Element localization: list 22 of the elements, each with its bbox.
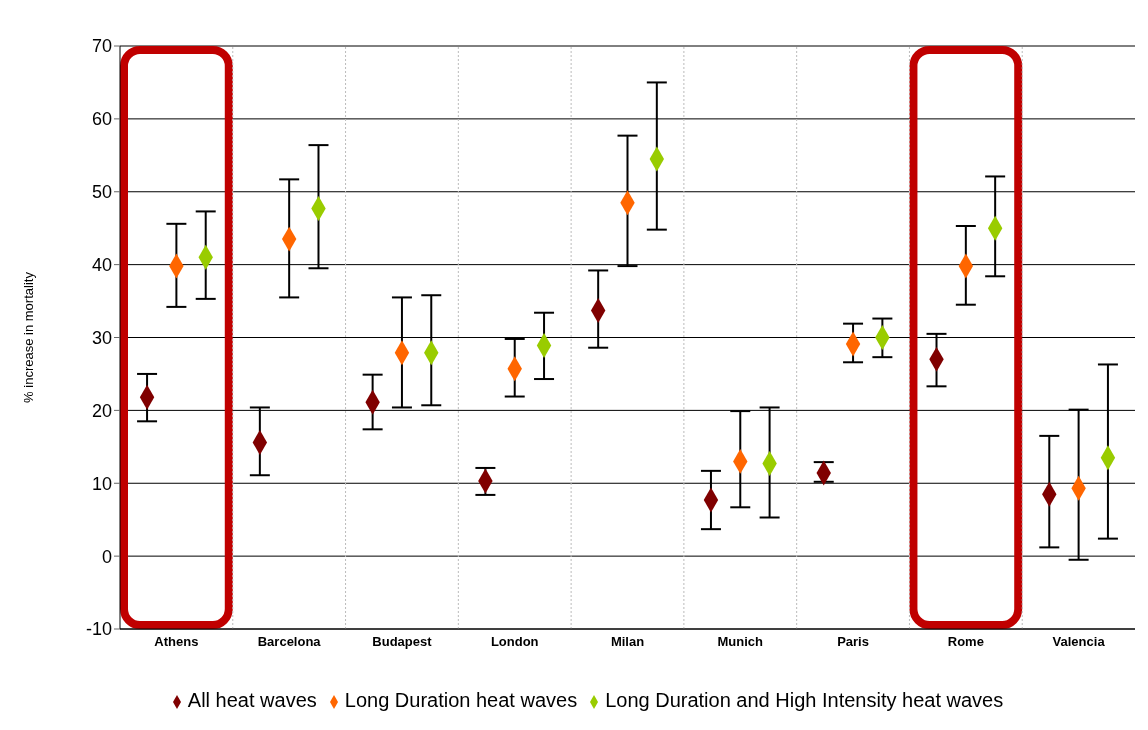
y-tick-label: -10	[85, 619, 112, 640]
y-tick-label: 20	[91, 400, 112, 421]
x-tick-label: Rome	[947, 634, 984, 650]
legend-label: All heat waves	[187, 689, 317, 711]
legend-label: Long Duration and High Intensity heat waves	[605, 689, 1004, 711]
y-axis-title: % increase in mortality	[20, 271, 36, 403]
y-tick-label: 10	[91, 473, 112, 494]
y-tick-label: 0	[101, 546, 112, 567]
x-tick-label: Valencia	[1052, 634, 1106, 650]
x-tick-label: Paris	[837, 634, 869, 650]
x-tick-label: Milan	[610, 634, 645, 650]
x-tick-label: London	[490, 634, 539, 650]
x-tick-label: Munich	[717, 634, 764, 650]
x-tick-label: Budapest	[372, 634, 433, 650]
legend-label: Long Duration heat waves	[344, 689, 578, 711]
y-tick-label: 50	[91, 182, 112, 203]
x-tick-label: Athens	[154, 634, 199, 650]
y-tick-label: 60	[91, 109, 112, 130]
x-tick-label: Barcelona	[257, 634, 322, 650]
y-tick-label: 40	[91, 255, 112, 276]
y-tick-label: 30	[91, 327, 112, 348]
y-tick-label: 70	[91, 36, 112, 57]
